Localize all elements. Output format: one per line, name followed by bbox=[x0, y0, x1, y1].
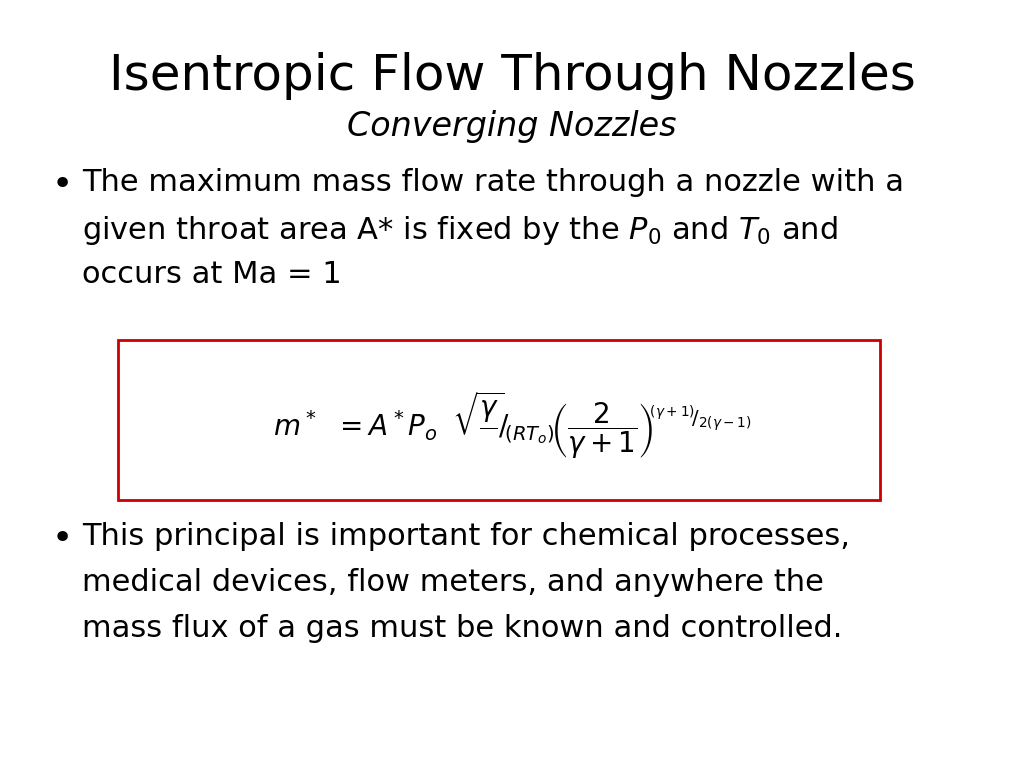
Text: The maximum mass flow rate through a nozzle with a: The maximum mass flow rate through a noz… bbox=[82, 168, 904, 197]
Text: •: • bbox=[52, 168, 74, 202]
Text: Converging Nozzles: Converging Nozzles bbox=[347, 110, 677, 143]
Text: •: • bbox=[52, 522, 74, 556]
Bar bbox=[118, 340, 880, 500]
Text: medical devices, flow meters, and anywhere the: medical devices, flow meters, and anywhe… bbox=[82, 568, 824, 597]
Text: mass flux of a gas must be known and controlled.: mass flux of a gas must be known and con… bbox=[82, 614, 843, 643]
Text: occurs at Ma = 1: occurs at Ma = 1 bbox=[82, 260, 342, 289]
Text: This principal is important for chemical processes,: This principal is important for chemical… bbox=[82, 522, 850, 551]
Text: given throat area A* is fixed by the $P_0$ and $T_0$ and: given throat area A* is fixed by the $P_… bbox=[82, 214, 838, 247]
Text: $m^* \;\; = A^*P_o \;\; \sqrt{\dfrac{\gamma}{\;}} \!/_{\!(RT_o)}\!\left(\dfrac{2: $m^* \;\; = A^*P_o \;\; \sqrt{\dfrac{\ga… bbox=[272, 389, 752, 461]
Text: Isentropic Flow Through Nozzles: Isentropic Flow Through Nozzles bbox=[109, 52, 915, 100]
